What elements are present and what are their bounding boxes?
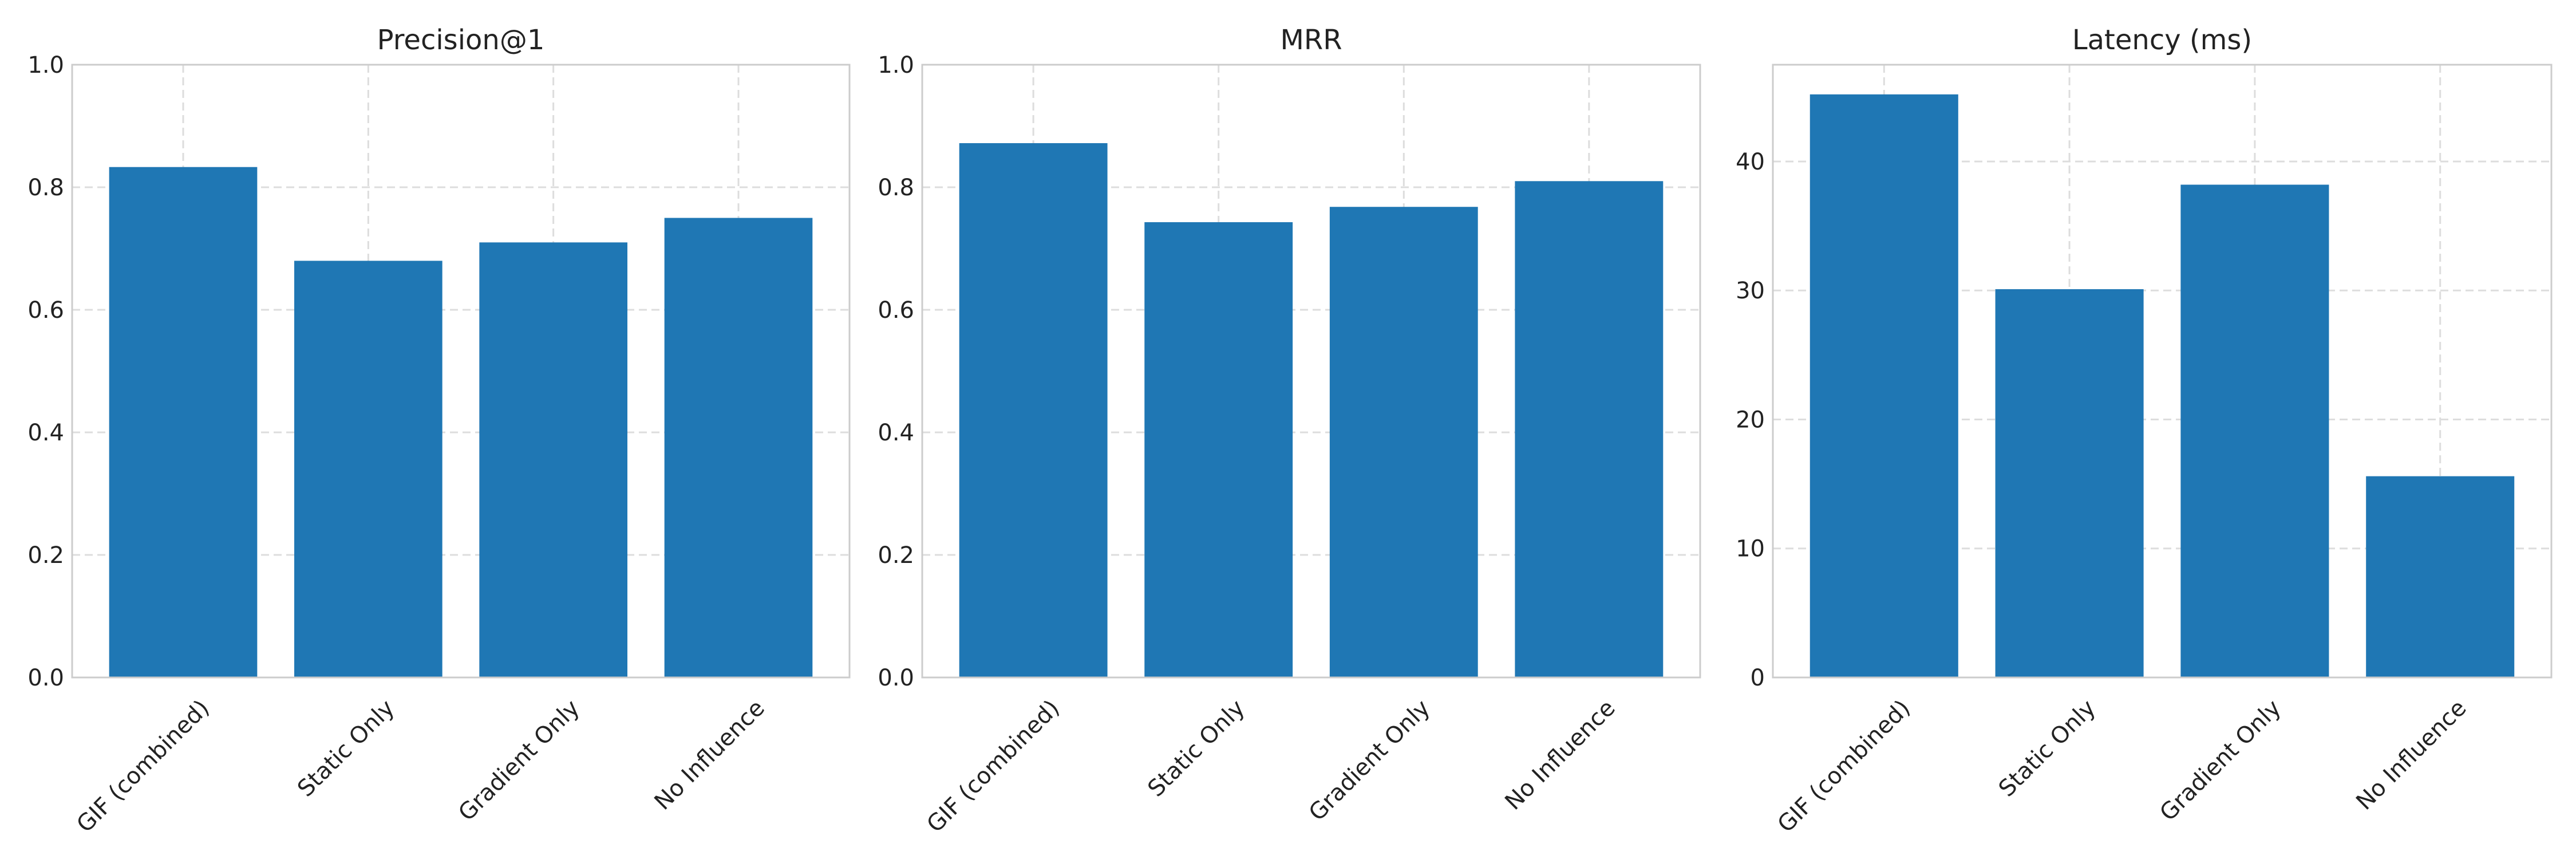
chart-panel-2: 0.0 0.2 0.4 0.6 0.8 1.0 GIF (combined) Static O…	[878, 24, 1701, 838]
bar-no-influence	[664, 218, 813, 677]
chart-panel-1: 0.0 0.2 0.4 0.6 0.8 1.0 GIF (combined) Static O…	[27, 24, 851, 838]
y-tick-label: 0.4	[27, 420, 64, 446]
y-tick-label: 40	[1736, 149, 1765, 175]
y-tick-label: 20	[1736, 407, 1765, 433]
panel-title: Precision@1	[377, 24, 545, 56]
y-tick-label: 0.2	[27, 542, 64, 569]
y-tick-label: 30	[1736, 278, 1765, 304]
bar-no-influence	[1515, 181, 1664, 677]
y-tick-label: 0.6	[27, 297, 64, 324]
x-tick-label: Static Only	[1143, 695, 1250, 802]
y-tick-label: 1.0	[27, 52, 64, 78]
x-tick-label: GIF (combined)	[1773, 695, 1916, 838]
x-tick-label: Gradient Only	[2155, 695, 2286, 826]
y-tick-label: 0.8	[27, 175, 64, 201]
y-tick-label: 0.0	[27, 665, 64, 691]
x-tick-label: GIF (combined)	[72, 695, 215, 838]
x-tick-label: No Influence	[2351, 695, 2471, 815]
panel-title: MRR	[1280, 24, 1342, 56]
y-tick-label: 1.0	[878, 52, 914, 78]
y-tick-label: 0.6	[878, 297, 914, 324]
bar-gradient-only	[479, 242, 627, 677]
x-tick-label: No Influence	[650, 695, 770, 815]
plot-frame	[1772, 64, 2553, 679]
x-tick-label: Gradient Only	[1304, 695, 1435, 826]
y-tick-label: 0.8	[878, 175, 914, 201]
bar-static-only	[1144, 222, 1293, 677]
bar-static-only	[294, 261, 442, 677]
bar-gif-combined	[1809, 94, 1958, 677]
plot-frame	[71, 64, 851, 679]
y-tick-label: 0.0	[878, 665, 914, 691]
y-tick-label: 10	[1736, 536, 1765, 562]
x-tick-label: Gradient Only	[453, 695, 584, 826]
bar-no-influence	[2366, 476, 2515, 677]
panel-title: Latency (ms)	[2072, 24, 2252, 56]
chart-panel-3: 0 10 20 30 40 GIF (combined) Static Only Gradie…	[1736, 24, 2553, 838]
x-tick-label: No Influence	[1500, 695, 1620, 815]
y-tick-label: 0.4	[878, 420, 914, 446]
x-tick-label: GIF (combined)	[922, 695, 1065, 838]
bar-gif-combined	[109, 167, 258, 677]
bar-gif-combined	[959, 143, 1108, 677]
plot-frame	[921, 64, 1701, 679]
y-tick-label: 0	[1751, 665, 1765, 691]
bar-static-only	[1995, 289, 2144, 677]
x-tick-label: Static Only	[293, 695, 400, 802]
x-tick-label: Static Only	[1994, 695, 2101, 802]
bar-gradient-only	[1329, 207, 1478, 677]
y-tick-label: 0.2	[878, 542, 914, 569]
bar-gradient-only	[2180, 184, 2329, 677]
